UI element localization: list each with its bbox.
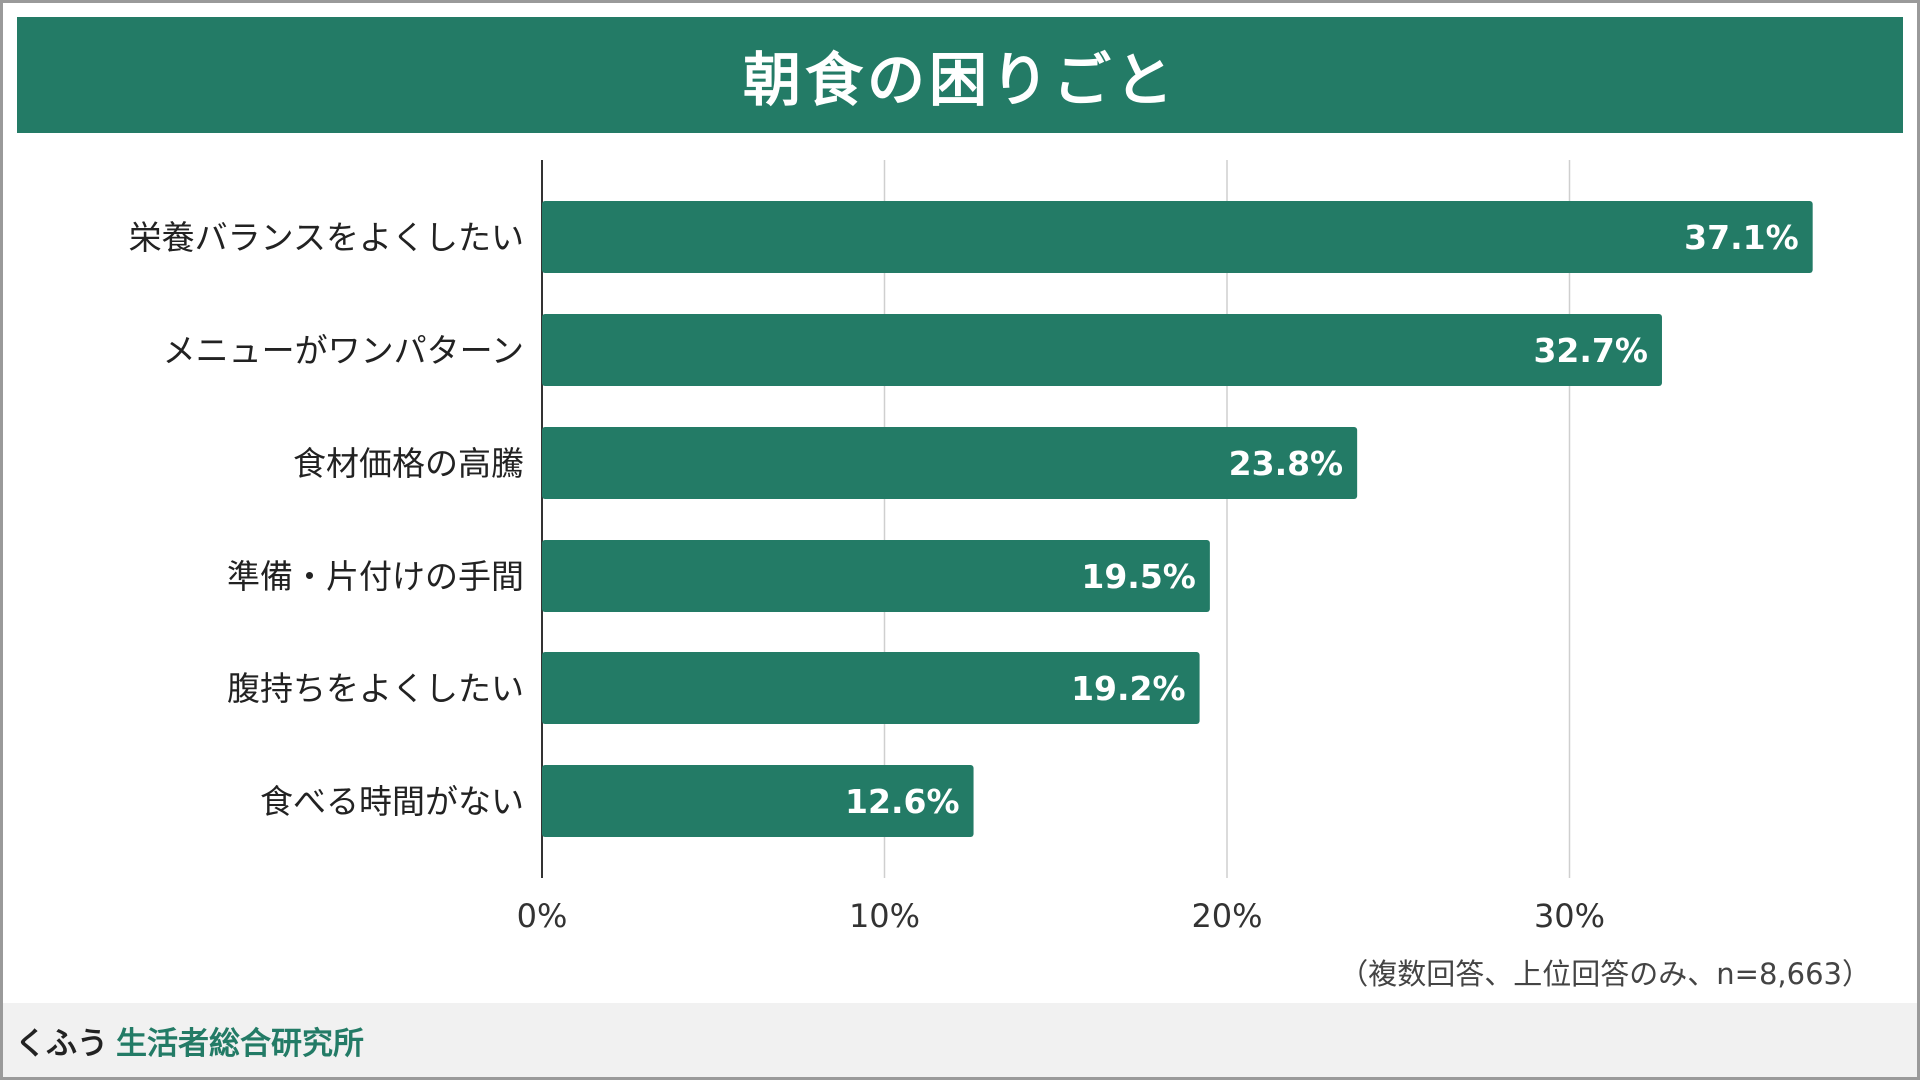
category-label: 準備・片付けの手間: [227, 557, 524, 596]
brand-logo: くふう 生活者総合研究所: [3, 1018, 364, 1063]
brand-name-part2: 生活者総合研究所: [116, 1025, 364, 1062]
brand-name-part1: くふう: [15, 1025, 108, 1062]
chart-title: 朝食の困りごと: [742, 46, 1177, 114]
category-label: メニューがワンパターン: [163, 331, 524, 370]
bar-chart: 0% 10% 20% 30% 栄養バランスをよくしたい 37.1% メニューがワンパターン 3…: [129, 160, 1813, 935]
data-label: 23.8%: [1229, 444, 1344, 483]
category-label: 栄養バランスをよくしたい: [129, 218, 524, 257]
title-bar: 朝食の困りごと: [17, 17, 1903, 133]
bar: [542, 201, 1813, 273]
category-label: 食べる時間がない: [260, 782, 524, 821]
data-label: 19.5%: [1081, 557, 1196, 596]
bar: [542, 427, 1358, 499]
category-label: 食材価格の高騰: [293, 444, 524, 483]
bar: [542, 765, 974, 837]
bar: [542, 652, 1200, 724]
data-label: 12.6%: [845, 782, 960, 821]
x-tick-label: 10%: [849, 897, 920, 935]
x-tick-label: 0%: [517, 897, 568, 935]
bar: [542, 540, 1210, 612]
data-label: 37.1%: [1684, 218, 1799, 257]
category-label: 腹持ちをよくしたい: [227, 669, 524, 708]
x-tick-label: 20%: [1191, 897, 1262, 935]
sample-note: （複数回答、上位回答のみ、n=8,663）: [1339, 957, 1871, 991]
bar: [542, 314, 1662, 386]
x-tick-label: 30%: [1534, 897, 1605, 935]
data-label: 32.7%: [1533, 331, 1648, 370]
footer: くふう 生活者総合研究所: [3, 1003, 1917, 1077]
data-label: 19.2%: [1071, 669, 1186, 708]
